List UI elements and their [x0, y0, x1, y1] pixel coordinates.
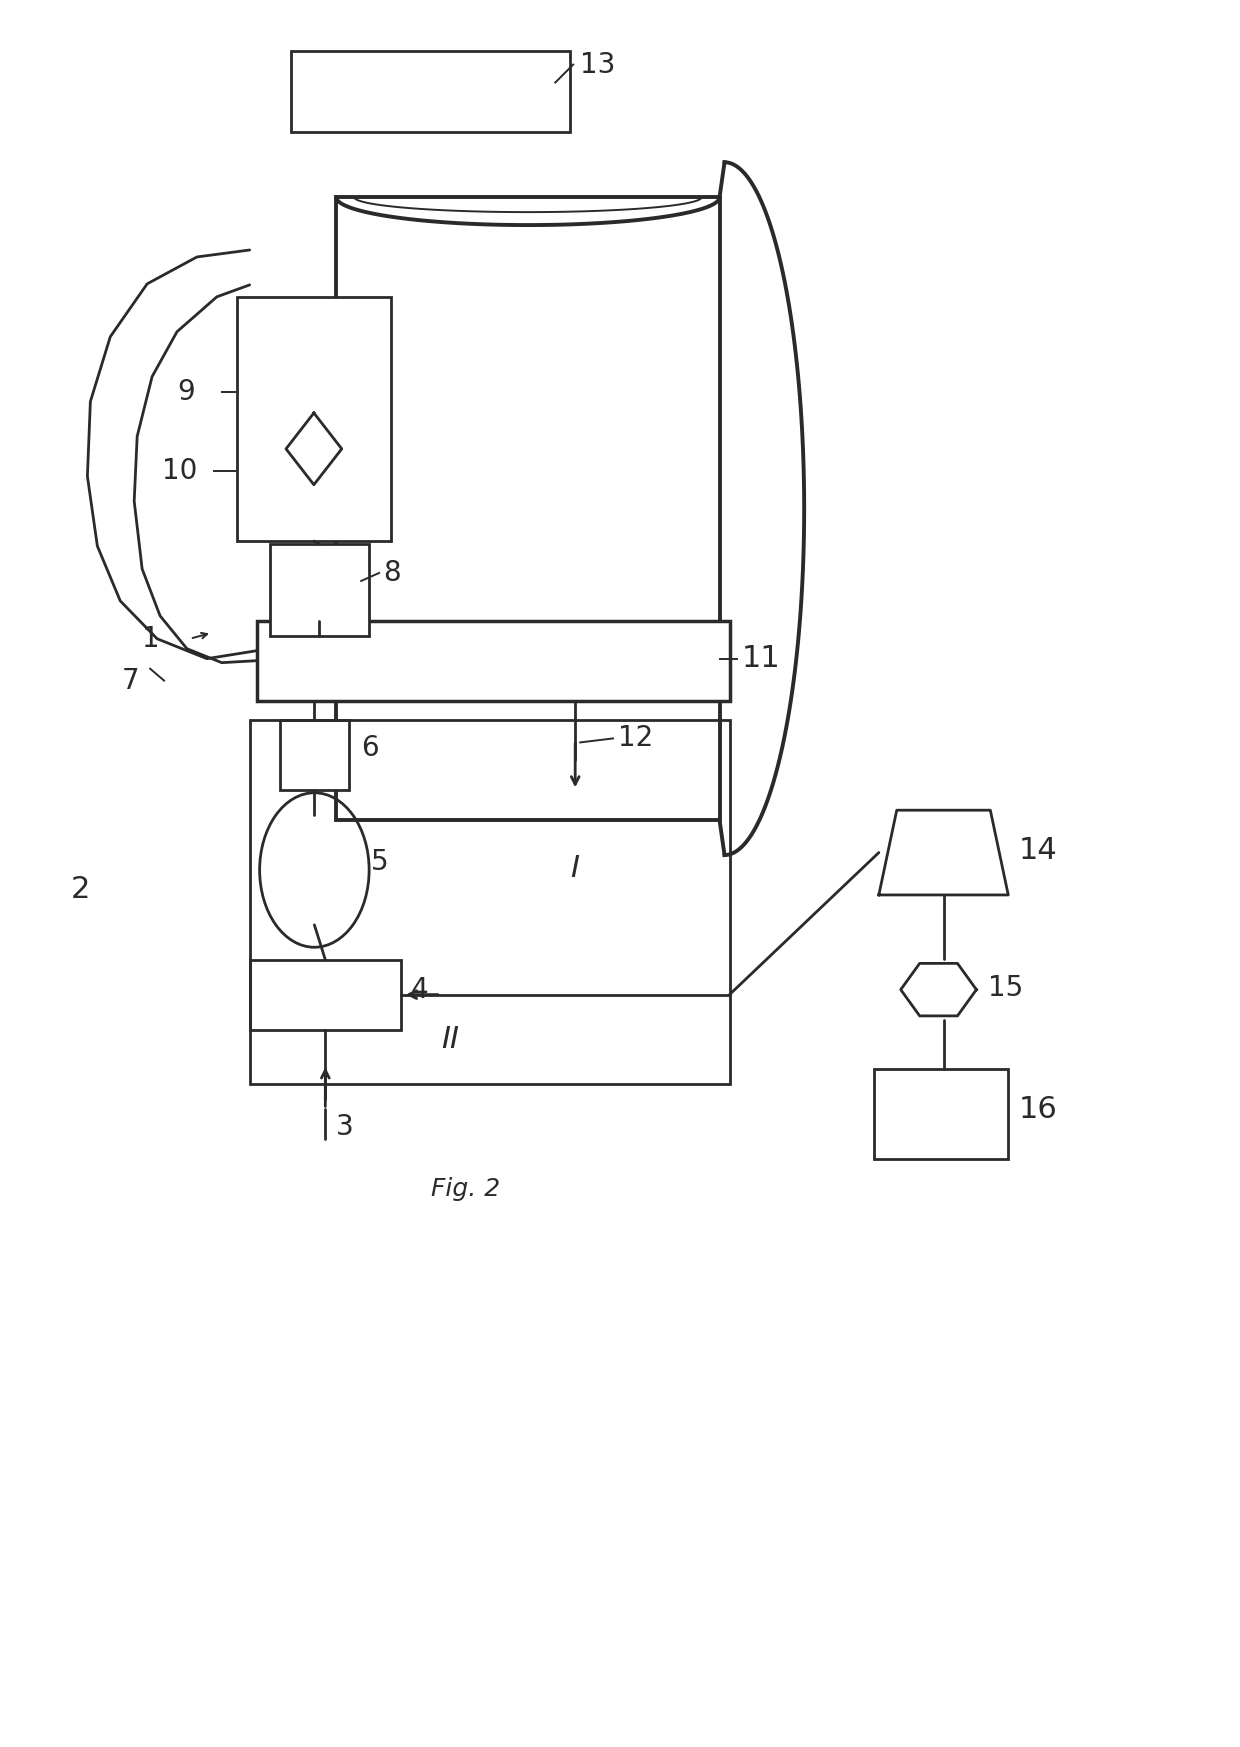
Text: 12: 12 — [618, 725, 653, 753]
Bar — [269, 543, 370, 636]
Text: 16: 16 — [1018, 1095, 1056, 1123]
Text: 7: 7 — [123, 667, 140, 695]
Text: 11: 11 — [742, 645, 780, 673]
Text: 14: 14 — [1018, 835, 1056, 865]
Polygon shape — [900, 963, 976, 1015]
Text: 1: 1 — [143, 625, 160, 653]
Bar — [874, 1069, 1008, 1158]
Bar — [336, 197, 719, 819]
Text: 10: 10 — [162, 458, 197, 486]
Text: 13: 13 — [580, 51, 615, 79]
Text: I: I — [570, 854, 579, 882]
Text: 2: 2 — [71, 875, 89, 905]
Bar — [291, 51, 570, 133]
Bar — [279, 720, 350, 790]
Text: 8: 8 — [383, 559, 401, 587]
Text: 3: 3 — [336, 1113, 355, 1141]
Text: 15: 15 — [988, 973, 1023, 1001]
Polygon shape — [879, 811, 1008, 894]
Text: 4: 4 — [410, 975, 429, 1003]
Text: 9: 9 — [177, 377, 195, 405]
Bar — [237, 297, 391, 542]
Text: 5: 5 — [371, 847, 389, 875]
Bar — [249, 959, 401, 1029]
Text: 6: 6 — [361, 734, 378, 762]
Bar — [257, 620, 729, 701]
Text: Fig. 2: Fig. 2 — [430, 1177, 500, 1200]
Text: II: II — [440, 1025, 459, 1053]
Bar — [249, 720, 729, 1085]
